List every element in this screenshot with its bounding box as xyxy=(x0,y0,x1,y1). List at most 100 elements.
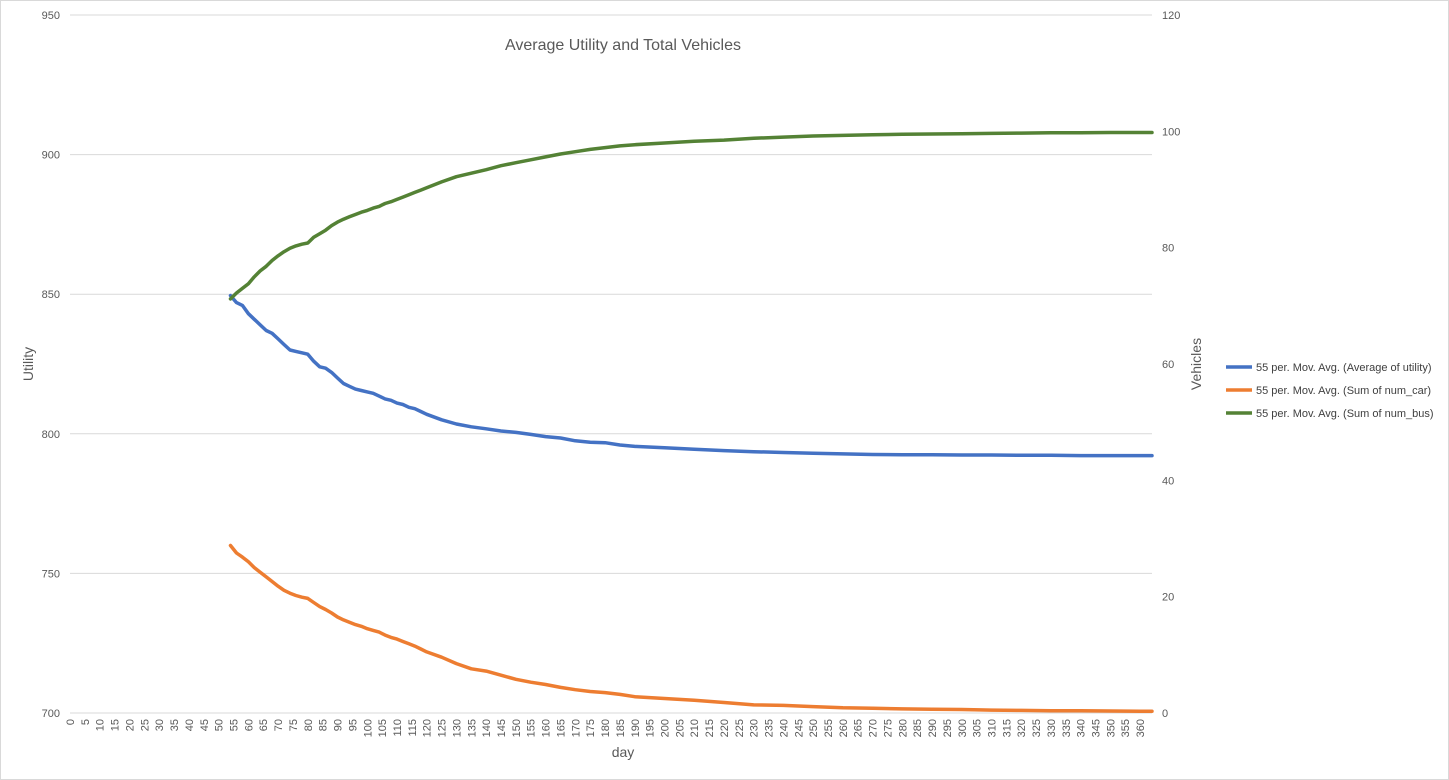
x-tick-label: 65 xyxy=(258,719,270,731)
x-axis-ticks: 0 5 10 15 20 25 30 35 40 45 50 55 60 65 70 75 80 85 90 95 10… xyxy=(65,719,1147,737)
x-tick-label: 170 xyxy=(570,719,582,737)
x-tick-label: 195 xyxy=(645,719,657,737)
x-tick-label: 360 xyxy=(1135,719,1147,737)
x-tick-label: 325 xyxy=(1031,719,1043,737)
x-tick-label: 165 xyxy=(555,719,567,737)
x-tick-label: 105 xyxy=(377,719,389,737)
x-tick-label: 130 xyxy=(451,719,463,737)
y-right-tick-label: 60 xyxy=(1162,359,1174,371)
x-tick-label: 25 xyxy=(139,719,151,731)
series-line-1 xyxy=(228,543,1154,714)
legend-label-num-car: 55 per. Mov. Avg. (Sum of num_car) xyxy=(1256,385,1431,397)
series-lines xyxy=(228,130,1154,714)
x-tick-label: 70 xyxy=(273,719,285,731)
x-tick-label: 50 xyxy=(214,719,226,731)
x-tick-label: 35 xyxy=(169,719,181,731)
y-axis-right-ticks: 0 20 40 60 80 100 120 xyxy=(1162,10,1180,720)
x-tick-label: 220 xyxy=(719,719,731,737)
x-tick-label: 40 xyxy=(184,719,196,731)
x-tick-label: 160 xyxy=(541,719,553,737)
x-tick-label: 115 xyxy=(407,719,419,737)
y-left-tick-label: 750 xyxy=(42,568,60,580)
gridlines xyxy=(70,14,1152,714)
x-tick-label: 85 xyxy=(318,719,330,731)
x-tick-label: 310 xyxy=(986,719,998,737)
x-tick-label: 95 xyxy=(347,719,359,731)
x-tick-label: 350 xyxy=(1105,719,1117,737)
y-right-tick-label: 100 xyxy=(1162,126,1180,138)
x-tick-label: 45 xyxy=(199,719,211,731)
legend-label-num-bus: 55 per. Mov. Avg. (Sum of num_bus) xyxy=(1256,408,1434,420)
y-left-tick-label: 700 xyxy=(42,708,60,720)
x-tick-label: 30 xyxy=(154,719,166,731)
x-tick-label: 335 xyxy=(1061,719,1073,737)
x-tick-label: 125 xyxy=(437,719,449,737)
x-tick-label: 55 xyxy=(228,719,240,731)
x-tick-label: 75 xyxy=(288,719,300,731)
x-tick-label: 120 xyxy=(422,719,434,737)
x-tick-label: 260 xyxy=(838,719,850,737)
x-tick-label: 200 xyxy=(660,719,672,737)
series-line-2 xyxy=(228,130,1154,301)
x-tick-label: 100 xyxy=(362,719,374,737)
y-left-tick-label: 950 xyxy=(42,10,60,22)
x-tick-label: 20 xyxy=(124,719,136,731)
x-tick-label: 280 xyxy=(897,719,909,737)
x-tick-label: 330 xyxy=(1046,719,1058,737)
x-tick-label: 175 xyxy=(585,719,597,737)
x-tick-label: 235 xyxy=(764,719,776,737)
x-tick-label: 10 xyxy=(95,719,107,731)
x-tick-label: 155 xyxy=(526,719,538,737)
x-tick-label: 270 xyxy=(868,719,880,737)
x-tick-label: 295 xyxy=(942,719,954,737)
x-tick-label: 355 xyxy=(1120,719,1132,737)
x-tick-label: 250 xyxy=(808,719,820,737)
x-tick-label: 275 xyxy=(882,719,894,737)
x-tick-label: 225 xyxy=(734,719,746,737)
chart-title: Average Utility and Total Vehicles xyxy=(505,37,741,54)
x-tick-label: 285 xyxy=(912,719,924,737)
x-tick-label: 90 xyxy=(333,719,345,731)
x-tick-label: 140 xyxy=(481,719,493,737)
x-tick-label: 205 xyxy=(674,719,686,737)
y-left-tick-label: 900 xyxy=(42,150,60,162)
y-axis-right-title: Vehicles xyxy=(1188,338,1204,390)
legend: 55 per. Mov. Avg. (Average of utility) 5… xyxy=(1226,362,1434,420)
legend-label-utility: 55 per. Mov. Avg. (Average of utility) xyxy=(1256,362,1431,374)
x-tick-label: 340 xyxy=(1076,719,1088,737)
x-tick-label: 0 xyxy=(65,719,77,725)
y-left-tick-label: 850 xyxy=(42,289,60,301)
x-tick-label: 315 xyxy=(1001,719,1013,737)
x-tick-label: 230 xyxy=(749,719,761,737)
x-tick-label: 240 xyxy=(778,719,790,737)
x-tick-label: 190 xyxy=(630,719,642,737)
x-tick-label: 320 xyxy=(1016,719,1028,737)
x-tick-label: 15 xyxy=(110,719,122,731)
x-tick-label: 265 xyxy=(853,719,865,737)
x-tick-label: 60 xyxy=(243,719,255,731)
x-tick-label: 135 xyxy=(466,719,478,737)
x-tick-label: 345 xyxy=(1091,719,1103,737)
series-line-0 xyxy=(228,293,1154,458)
legend-entry-utility: 55 per. Mov. Avg. (Average of utility) xyxy=(1226,362,1431,374)
legend-entry-num-bus: 55 per. Mov. Avg. (Sum of num_bus) xyxy=(1226,408,1434,420)
x-tick-label: 80 xyxy=(303,719,315,731)
y-axis-left-ticks: 700 750 800 850 900 950 xyxy=(42,10,60,720)
x-tick-label: 150 xyxy=(511,719,523,737)
x-tick-label: 255 xyxy=(823,719,835,737)
x-tick-label: 300 xyxy=(957,719,969,737)
x-tick-label: 305 xyxy=(972,719,984,737)
x-tick-label: 5 xyxy=(80,719,92,725)
y-right-tick-label: 20 xyxy=(1162,592,1174,604)
x-tick-label: 145 xyxy=(496,719,508,737)
x-tick-label: 245 xyxy=(793,719,805,737)
y-right-tick-label: 120 xyxy=(1162,10,1180,22)
x-tick-label: 110 xyxy=(392,719,404,737)
x-tick-label: 215 xyxy=(704,719,716,737)
y-right-tick-label: 80 xyxy=(1162,243,1174,255)
x-tick-label: 185 xyxy=(615,719,627,737)
x-axis-title: day xyxy=(612,744,635,760)
x-tick-label: 180 xyxy=(600,719,612,737)
